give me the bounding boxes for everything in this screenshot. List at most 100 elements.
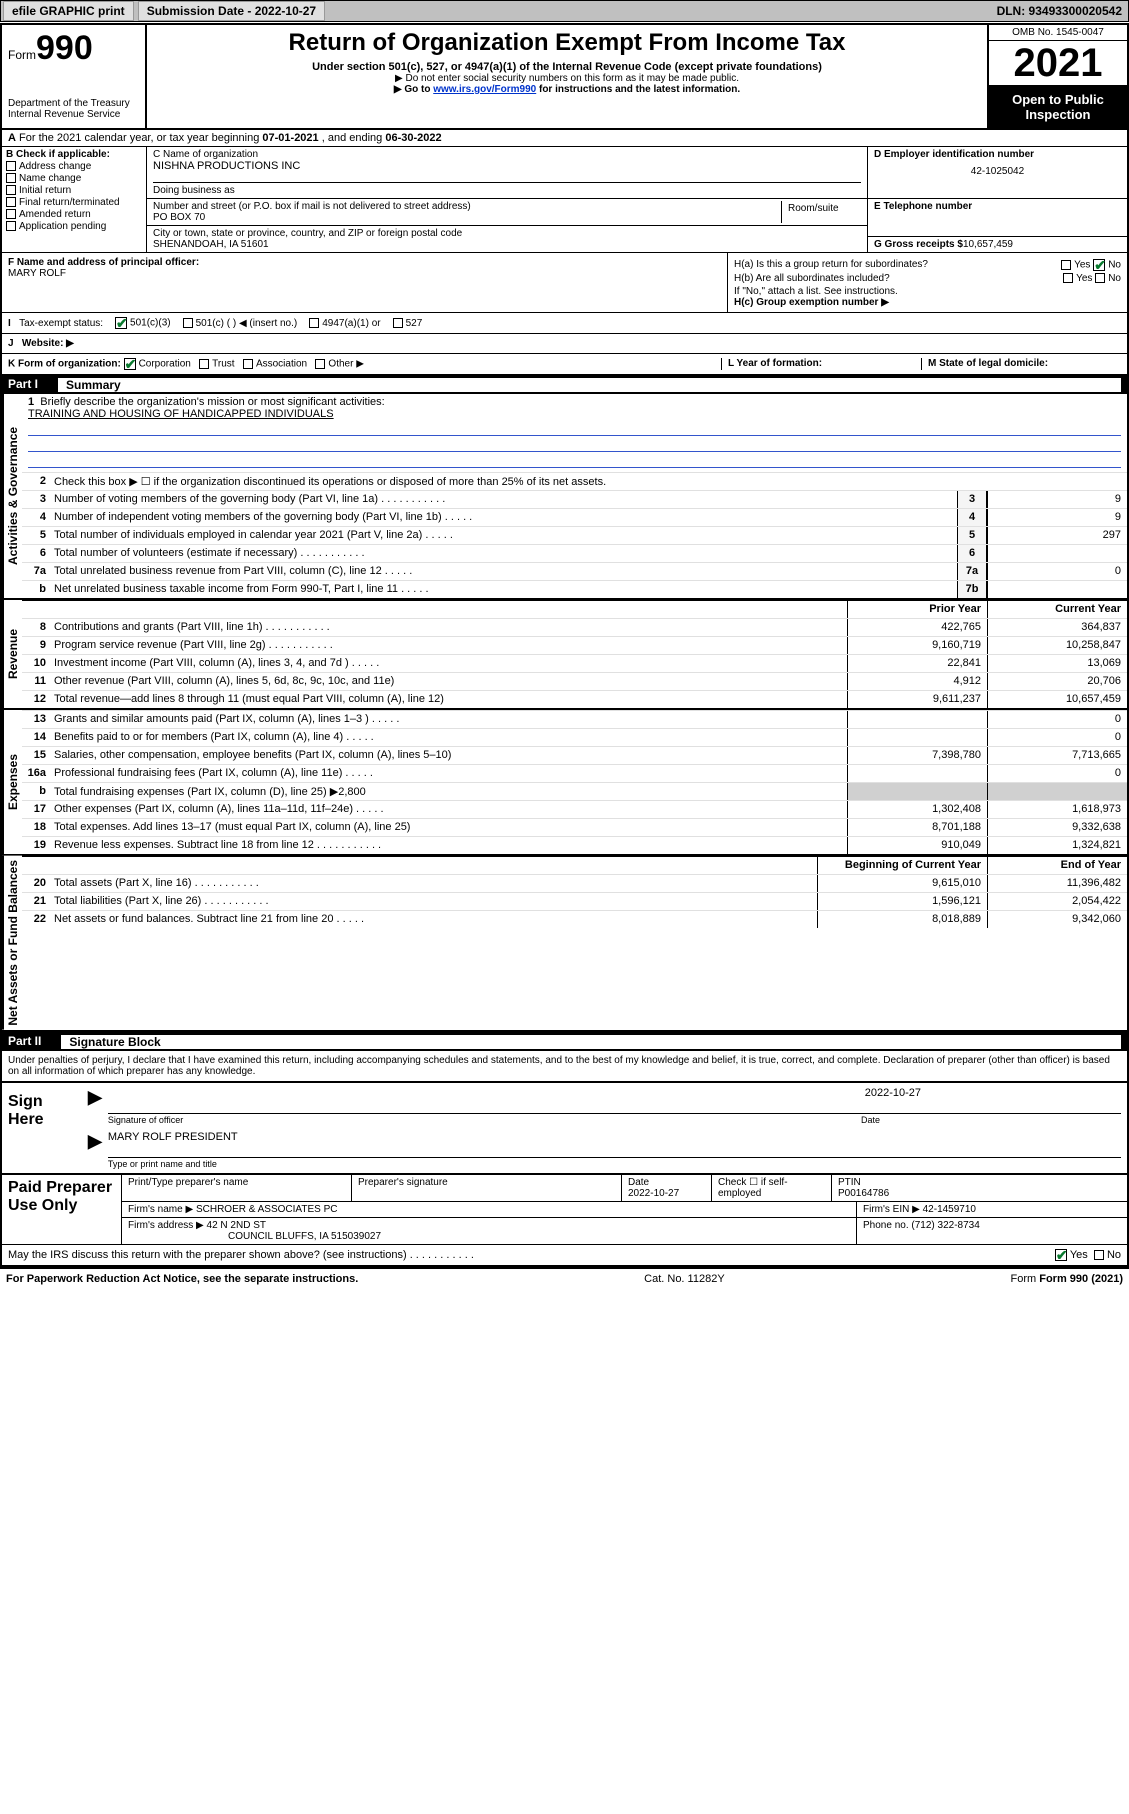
chk-initial-return[interactable] [6, 185, 16, 195]
vtab-revenue: Revenue [2, 600, 22, 708]
prep-name-hdr: Print/Type preparer's name [122, 1175, 352, 1201]
chk-4947[interactable] [309, 318, 319, 328]
declaration: Under penalties of perjury, I declare th… [2, 1051, 1127, 1083]
ha-no-l: No [1108, 260, 1121, 271]
l-label: L Year of formation: [728, 358, 822, 369]
col-prior: Prior Year [847, 601, 987, 618]
blocks-b-through-g: B Check if applicable: Address change Na… [2, 147, 1127, 253]
phone-label: Phone no. [863, 1220, 909, 1231]
discuss-no-l: No [1107, 1249, 1121, 1261]
a-begin: 07-01-2021 [262, 132, 318, 144]
col-boy: Beginning of Current Year [817, 857, 987, 874]
l12-curr: 10,657,459 [987, 691, 1127, 708]
irs-link[interactable]: www.irs.gov/Form990 [433, 84, 536, 95]
l14-curr: 0 [987, 729, 1127, 746]
j-label: Website: ▶ [22, 338, 74, 349]
l21-text: Total liabilities (Part X, line 26) [50, 893, 817, 910]
part-2-header: Part II Signature Block [2, 1032, 1127, 1051]
part2-title: Signature Block [61, 1034, 1121, 1049]
hb-yes-l: Yes [1076, 273, 1092, 284]
discuss-q: May the IRS discuss this return with the… [8, 1249, 1055, 1261]
city-value: SHENANDOAH, IA 51601 [153, 239, 861, 250]
k-o3: Association [256, 359, 307, 370]
hb-yes[interactable] [1063, 273, 1073, 283]
firm-name: SCHROER & ASSOCIATES PC [196, 1204, 338, 1215]
i-o2: 501(c) ( ) ◀ (insert no.) [196, 318, 298, 329]
l20-boy: 9,615,010 [817, 875, 987, 892]
l21-eoy: 2,054,422 [987, 893, 1127, 910]
prep-date-hdr: Date [628, 1177, 649, 1188]
sig-officer-label: Signature of officer [108, 1115, 861, 1125]
ha-no[interactable] [1093, 259, 1105, 271]
l18-prior: 8,701,188 [847, 819, 987, 836]
i-o1: 501(c)(3) [130, 318, 171, 329]
g-label: G Gross receipts $ [874, 239, 963, 250]
discuss-no[interactable] [1094, 1250, 1104, 1260]
l3-val: 9 [987, 491, 1127, 508]
street-value: PO BOX 70 [153, 212, 781, 223]
l12-text: Total revenue—add lines 8 through 11 (mu… [50, 691, 847, 708]
sig-date-val: 2022-10-27 [108, 1087, 1121, 1099]
l19-text: Revenue less expenses. Subtract line 18 … [50, 837, 847, 854]
chk-trust[interactable] [199, 359, 209, 369]
uline [28, 454, 1121, 468]
discuss-yes-l: Yes [1070, 1249, 1088, 1261]
dept-label: Department of the Treasury [8, 98, 139, 109]
efile-print-button[interactable]: efile GRAPHIC print [3, 1, 134, 21]
ha-yes[interactable] [1061, 260, 1071, 270]
k-o2: Trust [212, 359, 234, 370]
l20-eoy: 11,396,482 [987, 875, 1127, 892]
chk-app-pending[interactable] [6, 221, 16, 231]
chk-assoc[interactable] [243, 359, 253, 369]
c-label: C Name of organization [153, 149, 861, 160]
cat-no: Cat. No. 11282Y [644, 1273, 725, 1285]
l17-text: Other expenses (Part IX, column (A), lin… [50, 801, 847, 818]
l7b-val [987, 581, 1127, 598]
l6-text: Total number of volunteers (estimate if … [50, 545, 957, 562]
line-i: I Tax-exempt status: 501(c)(3) 501(c) ( … [2, 313, 1127, 334]
firm-addr2: COUNCIL BLUFFS, IA 515039027 [128, 1231, 381, 1242]
chk-501c3[interactable] [115, 317, 127, 329]
m-label: M State of legal domicile: [928, 358, 1048, 369]
section-net-assets: Net Assets or Fund Balances Beginning of… [2, 856, 1127, 1032]
chk-corp[interactable] [124, 358, 136, 370]
l9-curr: 10,258,847 [987, 637, 1127, 654]
chk-other[interactable] [315, 359, 325, 369]
chk-501c[interactable] [183, 318, 193, 328]
block-c: C Name of organization NISHNA PRODUCTION… [147, 147, 867, 198]
ein-label: Firm's EIN ▶ [863, 1204, 920, 1215]
l10-text: Investment income (Part VIII, column (A)… [50, 655, 847, 672]
sig-arrow-icon: ▶ [88, 1131, 108, 1169]
l14-prior [847, 729, 987, 746]
b-opt-2: Initial return [19, 185, 71, 196]
hb-no[interactable] [1095, 273, 1105, 283]
uline [28, 422, 1121, 436]
l16b-prior-gray [847, 783, 987, 800]
submission-date-button[interactable]: Submission Date - 2022-10-27 [138, 1, 325, 21]
hc-label: H(c) Group exemption number ▶ [734, 297, 1121, 308]
b-opt-3: Final return/terminated [19, 197, 120, 208]
chk-527[interactable] [393, 318, 403, 328]
chk-final-return[interactable] [6, 197, 16, 207]
l22-boy: 8,018,889 [817, 911, 987, 928]
i-label: Tax-exempt status: [19, 318, 103, 329]
header-title-block: Return of Organization Exempt From Incom… [147, 25, 987, 128]
subtitle-1: Under section 501(c), 527, or 4947(a)(1)… [155, 61, 979, 73]
chk-name-change[interactable] [6, 173, 16, 183]
block-c-d-e-g: C Name of organization NISHNA PRODUCTION… [147, 147, 1127, 252]
chk-address-change[interactable] [6, 161, 16, 171]
header-left: Form990 Department of the Treasury Inter… [2, 25, 147, 128]
ha-yes-l: Yes [1074, 260, 1090, 271]
open-inspection: Open to Public Inspection [989, 86, 1127, 128]
l18-text: Total expenses. Add lines 13–17 (must eq… [50, 819, 847, 836]
l16b-text: Total fundraising expenses (Part IX, col… [54, 786, 338, 798]
tax-year: 2021 [989, 41, 1127, 86]
l7b-text: Net unrelated business taxable income fr… [50, 581, 957, 598]
sig-arrow-icon: ▶ [88, 1087, 108, 1125]
chk-amended[interactable] [6, 209, 16, 219]
i-o3: 4947(a)(1) or [322, 318, 380, 329]
l15-prior: 7,398,780 [847, 747, 987, 764]
discuss-yes[interactable] [1055, 1249, 1067, 1261]
form-header: Form990 Department of the Treasury Inter… [2, 25, 1127, 130]
block-b: B Check if applicable: Address change Na… [2, 147, 147, 252]
